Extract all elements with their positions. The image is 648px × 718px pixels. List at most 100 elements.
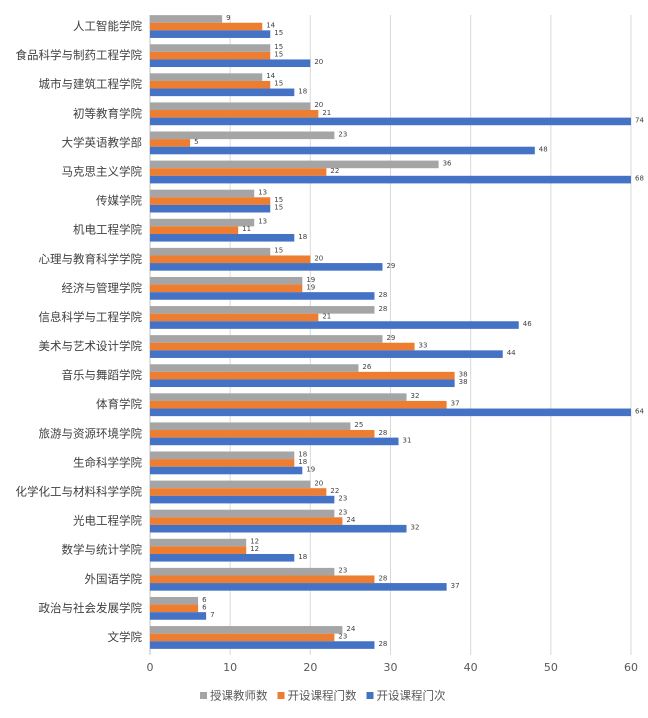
value-label: 23 xyxy=(338,632,347,640)
category-label: 传媒学院 xyxy=(96,194,142,208)
bar xyxy=(150,233,295,242)
value-label: 32 xyxy=(411,524,420,532)
bar xyxy=(150,364,359,372)
bar xyxy=(150,247,271,256)
category-label: 机电工程学院 xyxy=(73,223,142,237)
bar xyxy=(150,612,207,620)
value-label: 32 xyxy=(411,392,420,400)
value-label: 68 xyxy=(635,175,644,183)
value-label: 31 xyxy=(403,436,412,444)
bar xyxy=(150,160,439,169)
value-label: 44 xyxy=(507,349,516,357)
value-label: 5 xyxy=(194,138,198,146)
bar xyxy=(150,379,455,388)
category-label: 生命科学学院 xyxy=(73,455,142,469)
legend-swatch xyxy=(200,692,207,699)
value-label: 15 xyxy=(274,43,283,51)
value-label: 38 xyxy=(459,378,468,386)
category-label: 大学英语教学部 xyxy=(62,135,143,149)
value-label: 23 xyxy=(338,495,347,503)
bar xyxy=(150,204,271,213)
category-label: 马克思主义学院 xyxy=(62,165,143,179)
category-label: 心理与教育科学学院 xyxy=(39,252,143,266)
value-label: 38 xyxy=(459,371,468,379)
bar xyxy=(150,131,335,140)
value-label: 22 xyxy=(330,167,339,175)
value-label: 28 xyxy=(378,305,387,313)
category-label: 初等教育学院 xyxy=(73,106,142,120)
bar xyxy=(150,15,223,23)
bar xyxy=(150,80,271,89)
bar xyxy=(150,335,383,343)
bar xyxy=(150,22,263,31)
value-label: 46 xyxy=(523,320,532,328)
bar xyxy=(150,110,319,118)
value-label: 20 xyxy=(314,254,323,262)
value-label: 20 xyxy=(314,101,323,109)
bar xyxy=(150,626,343,634)
category-label: 美术与艺术设计学院 xyxy=(39,339,143,353)
value-label: 11 xyxy=(242,225,251,233)
value-label: 23 xyxy=(338,130,347,138)
x-tick-label: 10 xyxy=(223,661,237,674)
bar xyxy=(150,350,503,358)
bar xyxy=(150,342,415,351)
bar xyxy=(150,44,271,52)
bar xyxy=(150,437,399,446)
value-label: 26 xyxy=(362,363,371,371)
value-label: 23 xyxy=(338,508,347,516)
value-label: 6 xyxy=(202,596,207,604)
category-label: 信息科学与工程学院 xyxy=(39,310,143,324)
bar xyxy=(150,495,335,504)
bar xyxy=(150,538,247,547)
bar xyxy=(150,641,375,649)
category-label: 政治与社会发展学院 xyxy=(39,601,143,615)
value-label: 15 xyxy=(274,29,283,37)
bar xyxy=(150,509,335,518)
value-label: 19 xyxy=(306,283,315,291)
value-label: 18 xyxy=(298,87,307,95)
value-label: 74 xyxy=(635,116,644,124)
bar xyxy=(150,596,199,605)
value-label: 15 xyxy=(274,196,283,204)
value-label: 9 xyxy=(226,14,230,22)
x-tick-label: 0 xyxy=(147,661,154,674)
legend-swatch xyxy=(277,692,285,699)
bar xyxy=(150,524,407,533)
bar xyxy=(150,313,319,322)
value-label: 19 xyxy=(306,466,315,474)
bar xyxy=(150,139,191,147)
value-label: 21 xyxy=(322,109,331,117)
value-label: 18 xyxy=(298,553,307,561)
value-label: 28 xyxy=(378,291,387,299)
bar xyxy=(150,292,375,300)
value-label: 15 xyxy=(274,80,283,88)
bar xyxy=(150,226,239,234)
bar xyxy=(150,168,327,176)
bar xyxy=(150,567,335,576)
value-label: 37 xyxy=(451,400,460,408)
value-label: 22 xyxy=(330,487,339,495)
bar xyxy=(150,284,303,293)
value-label: 48 xyxy=(539,146,548,154)
category-label: 食品科学与制药工程学院 xyxy=(16,48,143,62)
bar xyxy=(150,276,303,285)
legend-label: 开设课程门数 xyxy=(288,689,357,703)
bar xyxy=(150,451,295,460)
bar xyxy=(150,263,383,271)
value-label: 18 xyxy=(298,450,307,458)
bar xyxy=(150,408,631,417)
bar xyxy=(150,321,519,329)
bar xyxy=(150,575,375,584)
x-tick-label: 60 xyxy=(624,661,638,674)
bar xyxy=(150,430,375,438)
category-label: 旅游与资源环境学院 xyxy=(39,426,143,440)
bar xyxy=(150,480,311,489)
plot-area xyxy=(150,15,631,649)
bar xyxy=(150,59,311,68)
legend-label: 开设课程门次 xyxy=(377,689,446,703)
value-label: 24 xyxy=(346,625,355,633)
bar xyxy=(150,102,311,111)
value-label: 12 xyxy=(250,538,259,546)
bar xyxy=(150,393,407,401)
